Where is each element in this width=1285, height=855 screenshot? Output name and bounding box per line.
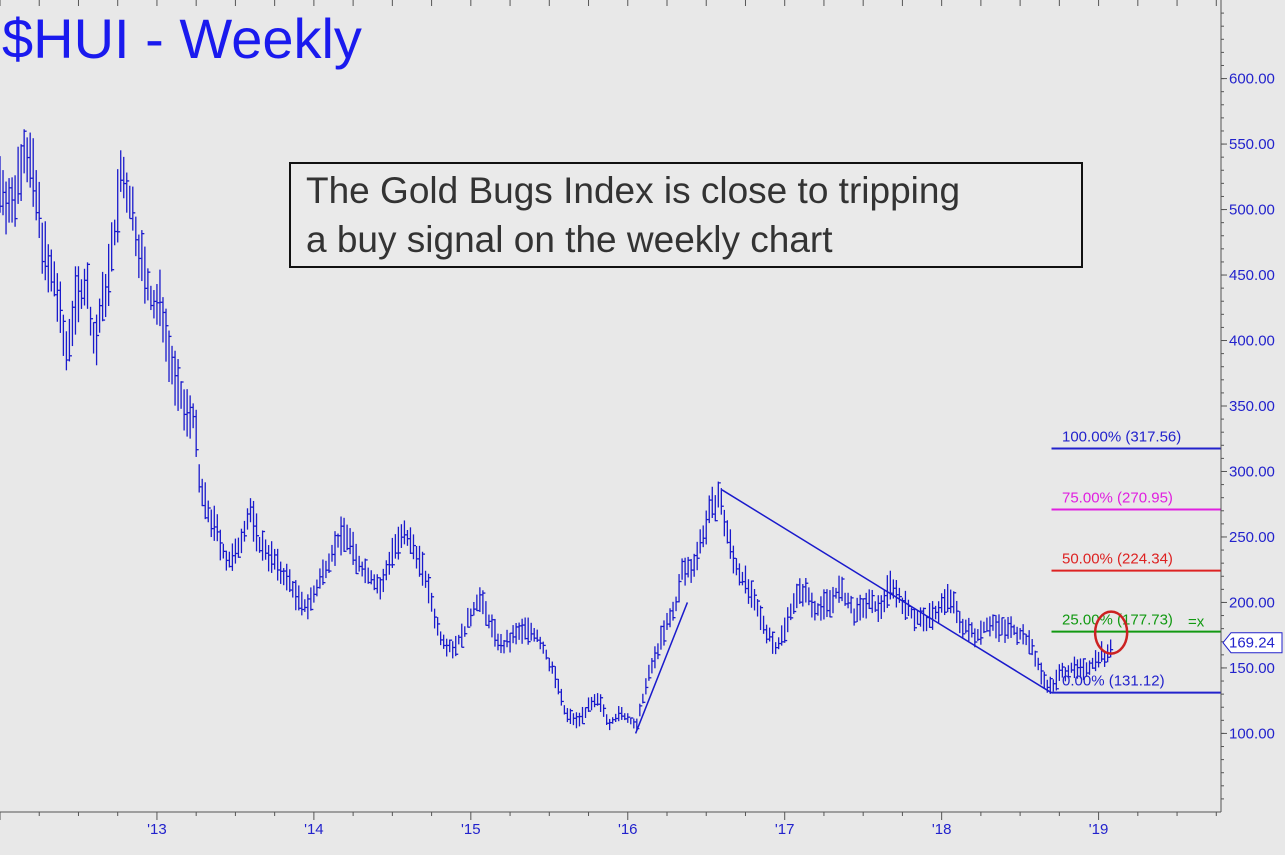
fib-level-label: 50.00% (224.34)	[1062, 551, 1173, 568]
fib-level-label: 0.00% (131.12)	[1062, 673, 1165, 690]
x-axis-ticks: '13 '14 '15 '16 '17 '18 '19	[0, 0, 1217, 838]
x-tick-label: '18	[932, 821, 952, 838]
last-price-label: 169.24	[1229, 635, 1275, 652]
trend-lines	[634, 489, 1052, 734]
y-tick-label: 250.00	[1229, 529, 1275, 546]
y-tick-label: 300.00	[1229, 463, 1275, 480]
y-tick-label: 150.00	[1229, 660, 1275, 677]
fib-level-label: 25.00% (177.73)	[1062, 612, 1173, 629]
last-price-tag: 169.24	[1222, 632, 1283, 654]
y-tick-label: 500.00	[1229, 202, 1275, 219]
y-axis-ticks: 100.00 150.00 200.00 250.00 300.00 350.00 400.…	[1221, 12, 1275, 800]
y-tick-label: 550.00	[1229, 136, 1275, 153]
y-tick-label: 350.00	[1229, 398, 1275, 415]
annotation-line-2: a buy signal on the weekly chart	[306, 219, 833, 260]
x-tick-label: '19	[1089, 821, 1109, 838]
y-tick-label: 200.00	[1229, 594, 1275, 611]
y-tick-label: 600.00	[1229, 71, 1275, 88]
annotation-line-1: The Gold Bugs Index is close to tripping	[306, 170, 960, 211]
x-tick-label: '15	[461, 821, 481, 838]
fib-level-label: 75.00% (270.95)	[1062, 490, 1173, 507]
y-tick-label: 450.00	[1229, 267, 1275, 284]
x-tick-label: '13	[147, 821, 167, 838]
y-tick-label: 400.00	[1229, 333, 1275, 350]
target-marker: =x	[1188, 614, 1205, 631]
trend-line	[634, 602, 689, 734]
fib-levels: 100.00% (317.56) 75.00% (270.95) 50.00% (2…	[1051, 428, 1221, 694]
annotation-box: The Gold Bugs Index is close to tripping…	[289, 162, 1083, 268]
fib-level-label: 100.00% (317.56)	[1062, 428, 1181, 445]
price-bars	[0, 129, 1114, 731]
signal-highlight-circle	[1093, 610, 1129, 655]
y-tick-label: 100.00	[1229, 725, 1275, 742]
chart-title: $HUI - Weekly	[2, 7, 362, 70]
trend-line	[721, 489, 1052, 694]
x-tick-label: '14	[304, 821, 324, 838]
x-tick-label: '17	[775, 821, 795, 838]
x-tick-label: '16	[618, 821, 638, 838]
